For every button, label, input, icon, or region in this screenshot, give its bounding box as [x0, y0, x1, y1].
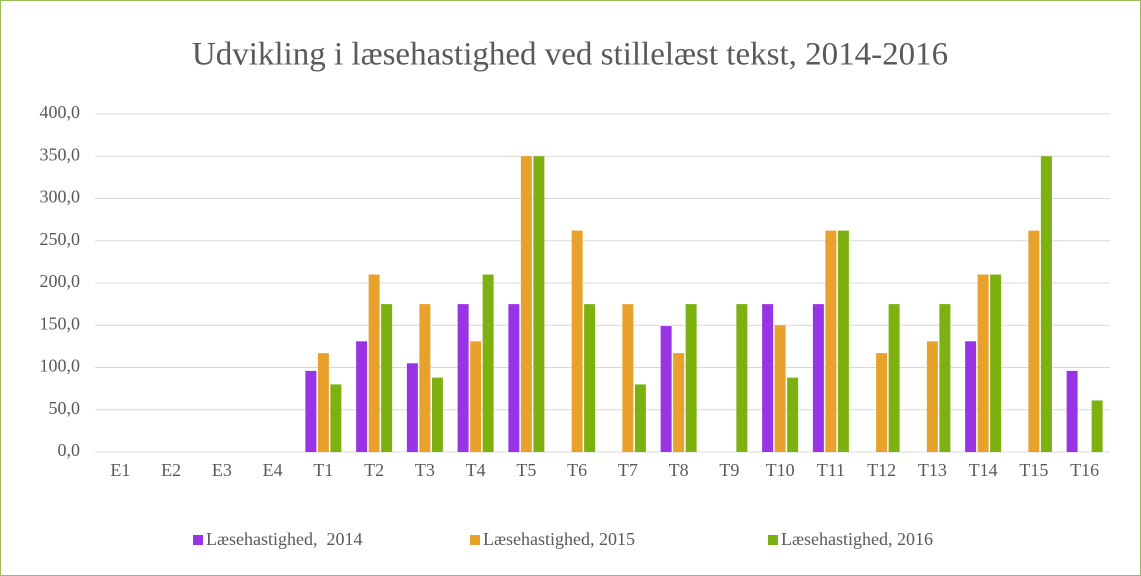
bar	[470, 341, 482, 452]
bar	[673, 353, 685, 452]
bar	[1028, 230, 1040, 452]
legend-label: Læsehastighed, 2014	[206, 529, 362, 549]
bar	[660, 326, 672, 452]
y-tick-label: 0,0	[58, 440, 81, 460]
x-tick-label: T7	[618, 460, 638, 480]
x-tick-label: T12	[867, 460, 896, 480]
bar	[482, 274, 494, 452]
y-tick-label: 400,0	[40, 102, 81, 122]
bar	[584, 304, 596, 452]
bar	[431, 377, 443, 452]
bar	[787, 377, 799, 452]
bar	[774, 325, 786, 452]
bar	[419, 304, 431, 452]
bar	[317, 353, 329, 452]
x-tick-label: T14	[969, 460, 998, 480]
bar	[1091, 400, 1103, 452]
bar	[381, 304, 393, 452]
legend-label: Læsehastighed, 2016	[781, 529, 933, 549]
x-tick-label: T4	[466, 460, 486, 480]
x-tick-label: T13	[918, 460, 947, 480]
bar	[520, 156, 532, 452]
bar	[508, 304, 520, 452]
bar	[368, 274, 380, 452]
bar	[837, 230, 849, 452]
x-tick-label: T3	[415, 460, 435, 480]
bar	[634, 384, 646, 452]
bar	[736, 304, 748, 452]
bar	[977, 274, 989, 452]
x-tick-label: T10	[766, 460, 795, 480]
bar	[356, 341, 368, 452]
bar	[888, 304, 900, 452]
y-tick-label: 50,0	[49, 398, 81, 418]
bar	[926, 341, 938, 452]
chart-title: Udvikling i læsehastighed ved stillelæst…	[192, 37, 948, 73]
bar	[330, 384, 342, 452]
y-tick-label: 350,0	[40, 144, 81, 164]
y-tick-label: 150,0	[40, 313, 81, 333]
x-tick-label: T11	[817, 460, 845, 480]
bar	[1040, 156, 1052, 452]
bar	[990, 274, 1002, 452]
x-tick-label: T5	[516, 460, 536, 480]
x-tick-label: T15	[1019, 460, 1048, 480]
y-tick-label: 100,0	[40, 356, 81, 376]
x-tick-label: E2	[161, 460, 181, 480]
x-tick-label: T9	[719, 460, 739, 480]
bar	[812, 304, 824, 452]
bar	[571, 230, 583, 452]
legend-label: Læsehastighed, 2015	[483, 529, 635, 549]
y-tick-label: 250,0	[40, 229, 81, 249]
bar	[876, 353, 888, 452]
legend-swatch	[470, 535, 480, 545]
legend-swatch	[193, 535, 203, 545]
bar	[622, 304, 634, 452]
y-tick-label: 300,0	[40, 187, 81, 207]
bar	[939, 304, 951, 452]
x-tick-label: T6	[567, 460, 587, 480]
bar	[1066, 370, 1078, 452]
bar	[305, 370, 317, 452]
y-tick-label: 200,0	[40, 271, 81, 291]
bar	[533, 156, 545, 452]
x-tick-label: T1	[313, 460, 333, 480]
x-tick-label: E1	[110, 460, 130, 480]
bar	[685, 304, 697, 452]
x-tick-label: T2	[364, 460, 384, 480]
bar	[762, 304, 774, 452]
bar	[406, 363, 418, 452]
x-tick-label: E3	[212, 460, 232, 480]
legend-swatch	[768, 535, 778, 545]
x-tick-label: T8	[669, 460, 689, 480]
x-tick-label: T16	[1070, 460, 1099, 480]
bar	[825, 230, 837, 452]
bar	[965, 341, 977, 452]
bar	[457, 304, 469, 452]
x-tick-label: E4	[263, 460, 283, 480]
